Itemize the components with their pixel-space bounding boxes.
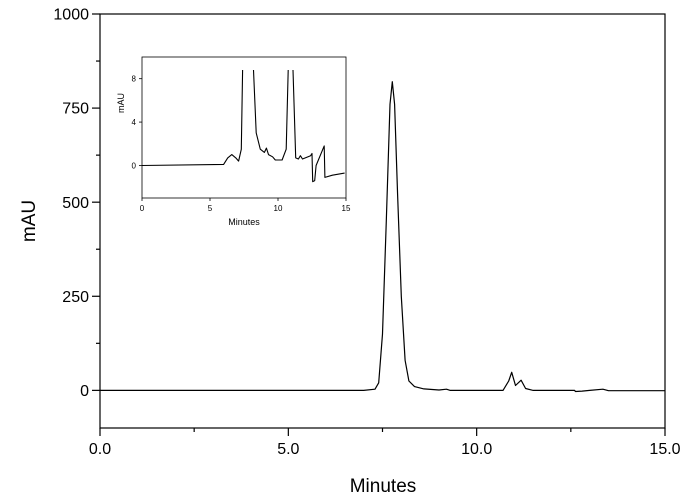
main-x-tick-label: 0.0 xyxy=(89,441,111,458)
inset-trace-line xyxy=(141,69,244,167)
inset-trace-line xyxy=(252,69,289,161)
inset-y-axis-label: mAU xyxy=(116,93,126,113)
inset-x-tick-label: 10 xyxy=(274,204,283,213)
main-y-tick-label: 250 xyxy=(62,289,89,306)
main-y-tick-label: 0 xyxy=(80,383,89,400)
inset-x-axis-label: Minutes xyxy=(228,217,260,227)
inset-plot-frame xyxy=(141,56,347,199)
inset-x-tick-label: 5 xyxy=(208,204,213,213)
main-trace-line xyxy=(100,81,665,393)
main-x-tick-label: 5.0 xyxy=(277,441,299,458)
main-x-tick-label: 15.0 xyxy=(649,441,680,458)
inset-y-tick-label: 0 xyxy=(132,161,137,170)
main-y-tick-label: 500 xyxy=(62,195,89,212)
main-y-tick-label: 750 xyxy=(62,101,89,118)
inset-trace-line xyxy=(292,69,345,183)
main-plot-frame xyxy=(99,13,666,429)
inset-y-tick-label: 4 xyxy=(132,118,137,127)
main-x-axis-label: Minutes xyxy=(350,476,417,497)
inset-x-tick-label: 15 xyxy=(342,204,351,213)
main-y-tick-label: 1000 xyxy=(53,7,89,24)
inset-x-tick-label: 0 xyxy=(140,204,145,213)
inset-y-tick-label: 8 xyxy=(132,74,137,83)
inset-plot: 0 5 10 15 0 4 8 xyxy=(132,56,351,213)
main-x-tick-label: 10.0 xyxy=(461,441,492,458)
main-y-axis-label: mAU xyxy=(19,200,40,242)
